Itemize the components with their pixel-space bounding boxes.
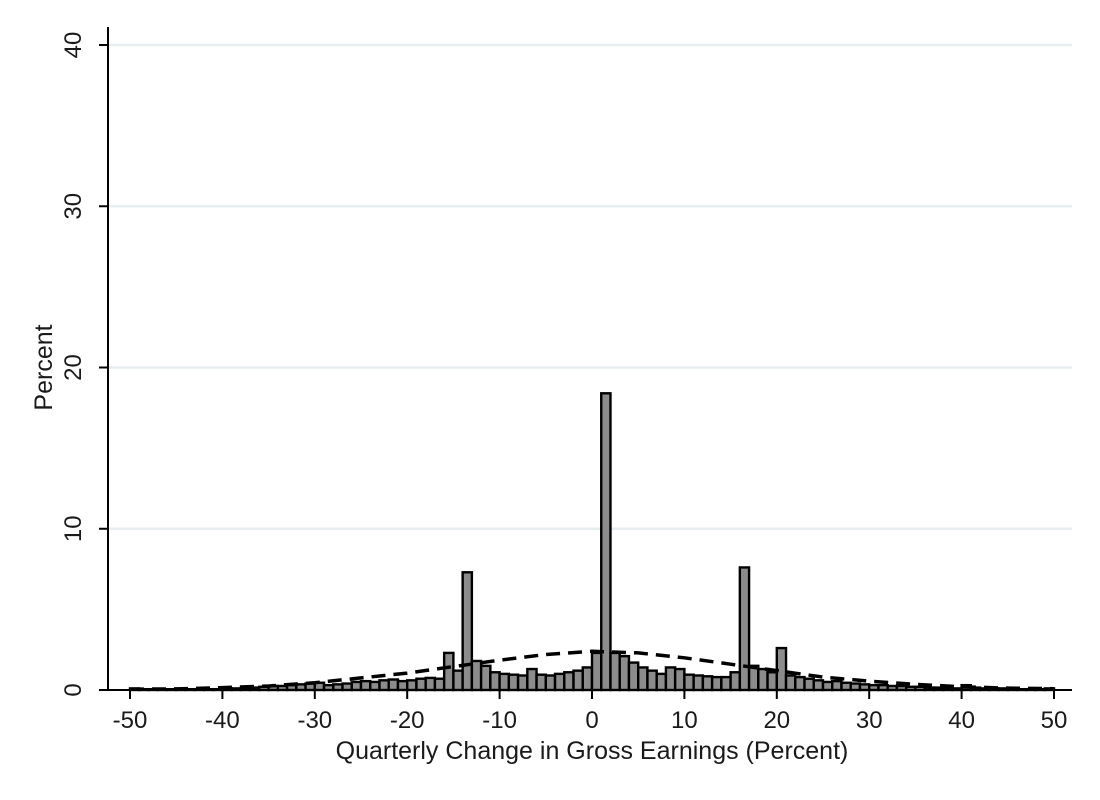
- histogram-bar: [618, 654, 631, 692]
- y-axis-title: Percent: [30, 324, 58, 410]
- y-axis-ticks: 0 10 20 30 40: [60, 32, 108, 697]
- histogram-bar: [784, 674, 797, 692]
- histogram-bar: [683, 673, 695, 692]
- x-tick-label: 20: [763, 707, 790, 734]
- x-tick-label: -50: [113, 707, 148, 734]
- histogram-bar: [627, 661, 640, 692]
- histogram-bar: [406, 679, 418, 692]
- x-tick-label: 40: [948, 707, 975, 734]
- histogram-bar: [609, 651, 621, 692]
- x-tick-label: -30: [297, 707, 332, 734]
- histogram-bar: [600, 392, 612, 692]
- histogram-bar: [673, 667, 686, 692]
- x-tick-label: 0: [585, 707, 598, 734]
- histogram-bar: [369, 680, 381, 692]
- y-tick-label: 10: [60, 515, 87, 542]
- x-axis-ticks: -50 -40 -30 -20 -10 0 10 20 30 40 50: [113, 690, 1068, 734]
- y-tick-label: 30: [60, 193, 87, 220]
- histogram-bar: [738, 566, 751, 692]
- histogram-bar: [831, 679, 843, 692]
- histogram-bar: [526, 667, 538, 692]
- histogram-bar: [720, 675, 732, 692]
- histogram-bar: [821, 680, 834, 692]
- x-tick-label: 50: [1041, 707, 1068, 734]
- histogram-bar: [664, 666, 677, 692]
- x-tick-label: -10: [482, 707, 517, 734]
- histogram-bar: [646, 669, 658, 692]
- histogram-bar: [840, 681, 852, 692]
- histogram-bar: [572, 669, 584, 692]
- histogram-bar: [470, 659, 483, 692]
- histogram-bar: [655, 672, 668, 692]
- histogram-bar: [507, 673, 520, 692]
- histogram-bar: [563, 671, 575, 692]
- histogram-bar: [710, 675, 723, 692]
- histogram-bar: [692, 674, 705, 692]
- histogram-bar: [442, 651, 455, 692]
- histogram-bar: [489, 671, 501, 692]
- histogram-bar: [590, 651, 603, 692]
- histogram-bar: [535, 673, 547, 692]
- histogram-bar: [461, 571, 474, 692]
- y-tick-label: 20: [60, 354, 87, 381]
- histogram-bar: [812, 679, 825, 692]
- histogram-bar: [757, 667, 769, 692]
- x-tick-label: 30: [856, 707, 883, 734]
- histogram-bar: [396, 679, 409, 692]
- histogram-bar: [553, 672, 566, 692]
- y-tick-label: 0: [60, 683, 87, 696]
- x-tick-label: -20: [390, 707, 425, 734]
- histogram-bar: [637, 666, 649, 692]
- histogram-bar: [498, 672, 511, 692]
- histogram-bar: [581, 666, 594, 692]
- histogram-bar: [803, 677, 815, 692]
- density-curve: [129, 649, 1055, 691]
- x-axis-title: Quarterly Change in Gross Earnings (Perc…: [336, 737, 849, 765]
- x-tick-label: -40: [205, 707, 240, 734]
- histogram-bar: [794, 675, 806, 692]
- histogram-bar: [729, 671, 742, 692]
- histogram-bar: [378, 679, 390, 692]
- histogram-bar: [766, 671, 778, 692]
- histogram-bar: [433, 677, 446, 692]
- y-tick-label: 40: [60, 32, 87, 59]
- histogram-bar: [415, 677, 427, 692]
- histogram-bar: [747, 664, 760, 692]
- histogram-bars: [128, 392, 1056, 692]
- histogram-bar: [701, 675, 714, 692]
- histogram-bar: [544, 674, 557, 692]
- gridlines: [108, 43, 1072, 530]
- histogram-bar: [350, 680, 363, 692]
- histogram-bar: [424, 676, 437, 692]
- histogram-bar: [359, 679, 372, 692]
- x-tick-label: 10: [671, 707, 698, 734]
- histogram-bar: [387, 678, 400, 692]
- histogram-bar: [452, 669, 464, 692]
- histogram-bar: [479, 664, 492, 692]
- histogram-bar: [516, 674, 529, 692]
